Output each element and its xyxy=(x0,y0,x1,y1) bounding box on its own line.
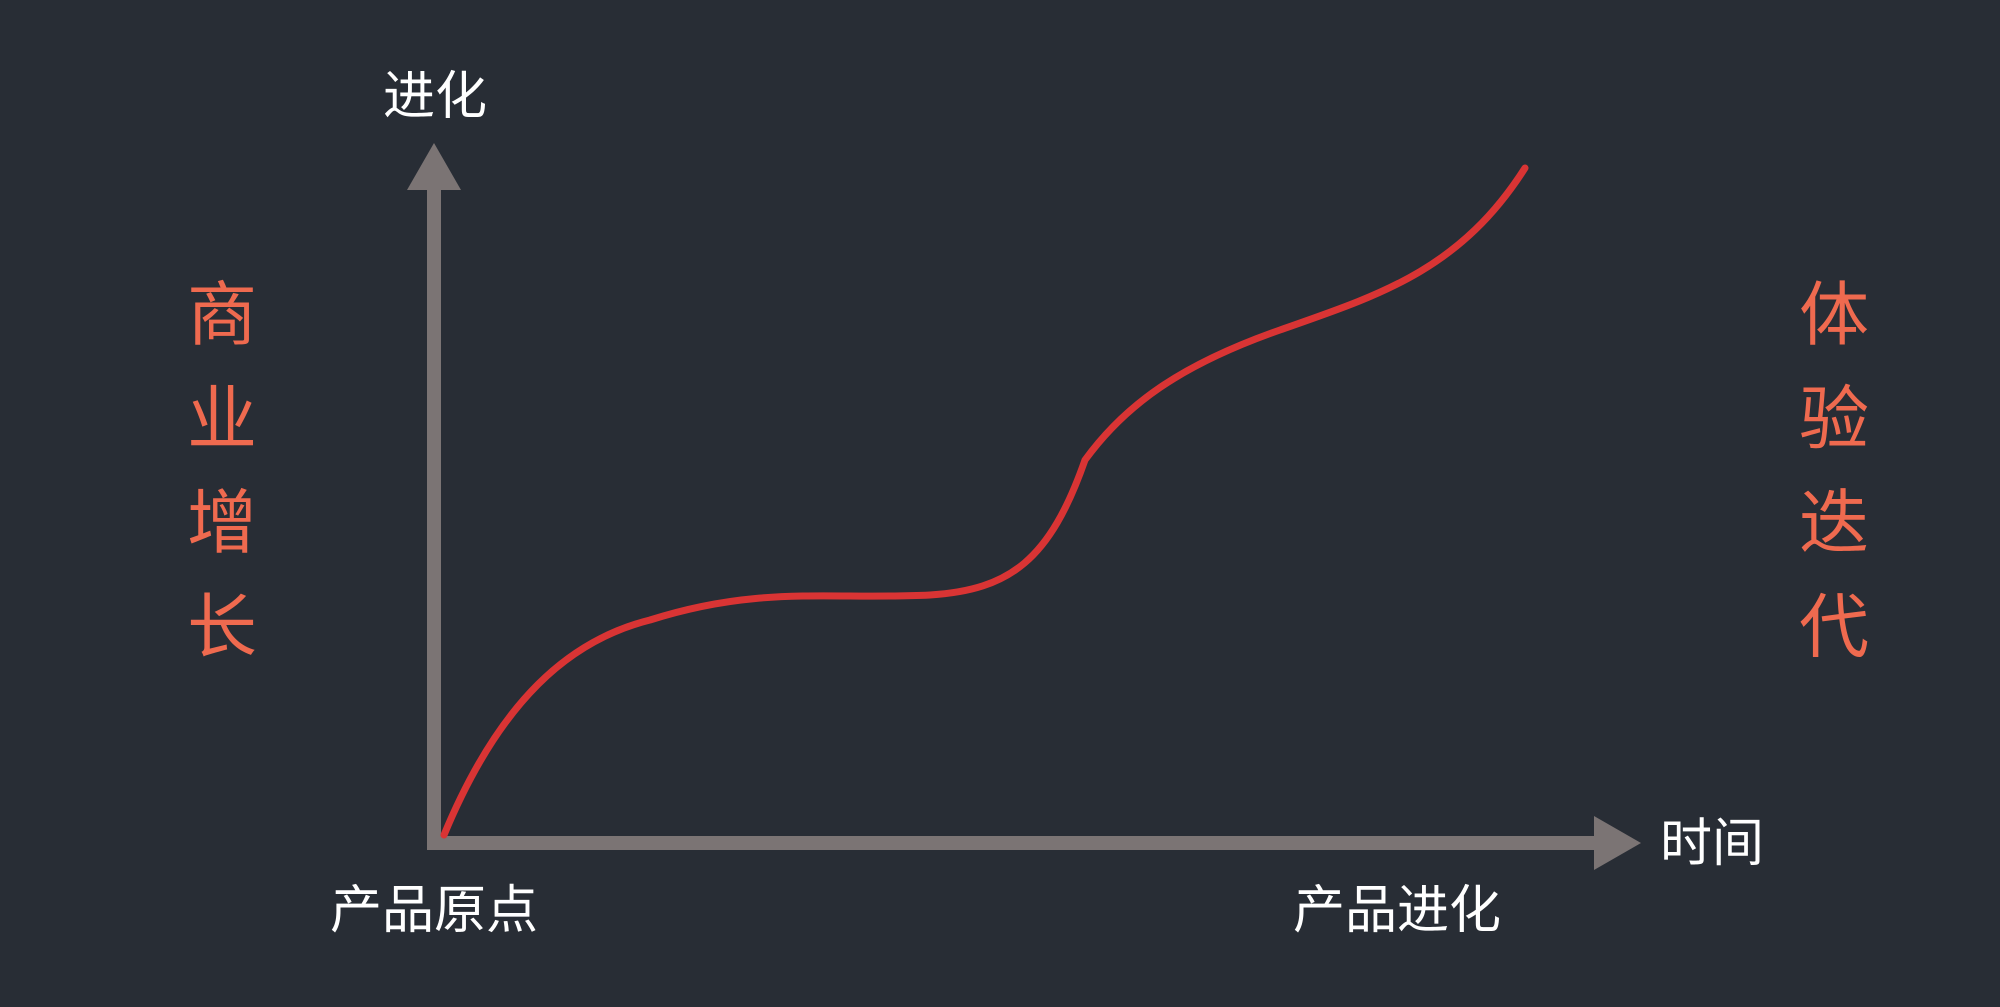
left-text-char: 商 xyxy=(187,274,257,356)
growth-curve xyxy=(440,164,1529,839)
y-axis-label: 进化 xyxy=(383,67,488,127)
left-text-char: 业 xyxy=(187,378,257,460)
experience-iteration-vertical-text: 体 验 迭 代 xyxy=(1796,280,1872,662)
left-text-char: 增 xyxy=(187,482,257,564)
axes xyxy=(407,143,1641,870)
end-label: 产品进化 xyxy=(1293,881,1502,941)
right-text-char: 代 xyxy=(1799,586,1869,668)
business-growth-vertical-text: 商 业 增 长 xyxy=(184,280,260,662)
y-axis-arrowhead xyxy=(407,143,461,190)
right-text-char: 体 xyxy=(1799,274,1869,356)
left-text-char: 长 xyxy=(187,586,257,668)
right-text-char: 迭 xyxy=(1799,482,1869,564)
x-axis-label: 时间 xyxy=(1660,814,1765,874)
origin-label: 产品原点 xyxy=(330,881,539,941)
x-axis-arrowhead xyxy=(1594,816,1641,870)
right-text-char: 验 xyxy=(1799,378,1869,460)
